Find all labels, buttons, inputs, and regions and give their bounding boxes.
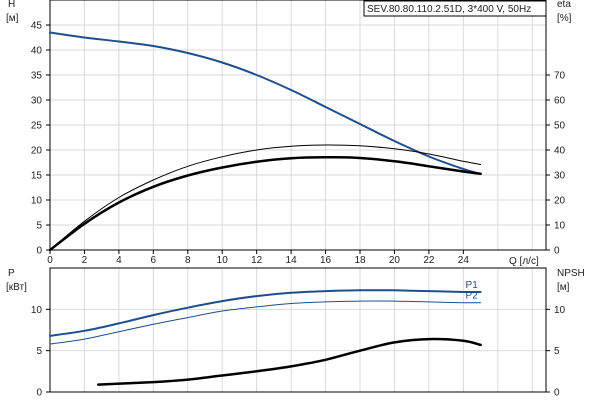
right-tick-label: 50 — [554, 121, 566, 132]
left-tick-label: 10 — [31, 196, 43, 207]
top-series — [48, 31, 482, 252]
left-tick-label: 25 — [31, 121, 43, 132]
series-line — [49, 144, 482, 251]
x-tick-label: 20 — [389, 255, 401, 266]
left-tick-label: 20 — [31, 146, 43, 157]
head-axis-label: H — [8, 0, 15, 10]
series-line — [48, 156, 482, 252]
right-tick-label: 30 — [554, 171, 566, 182]
npsh-axis-unit: [м] — [557, 282, 570, 293]
x-tick-label: 22 — [423, 255, 435, 266]
series-line — [49, 300, 482, 345]
x-tick-label: 16 — [320, 255, 332, 266]
x-tick-label: 12 — [251, 255, 263, 266]
bottom-plot-frame — [49, 267, 547, 393]
x-tick-label: 8 — [185, 255, 191, 266]
top-grid — [49, 0, 546, 251]
power-axis-label: P — [8, 268, 15, 279]
eta-axis-unit: [%] — [557, 13, 572, 24]
series-line — [49, 31, 482, 175]
right-tick-label: 40 — [554, 146, 566, 157]
x-tick-label: 18 — [354, 255, 366, 266]
x-tick-label: 4 — [116, 255, 122, 266]
flow-axis-label: Q [л/с] — [509, 256, 539, 267]
left-tick-label: 40 — [31, 46, 43, 57]
left-tick-label: 30 — [31, 96, 43, 107]
right-tick-label: 0 — [554, 246, 560, 257]
bottom-axes: 0 5 10 0 5 10 — [31, 305, 566, 399]
left-tick-label: 5 — [36, 346, 42, 357]
chart-title-box — [363, 0, 547, 17]
eta-axis-label: eta — [557, 0, 571, 10]
x-tick-label: 2 — [82, 255, 88, 266]
right-tick-label: 70 — [554, 71, 566, 82]
series-line — [49, 289, 482, 337]
left-tick-label: 5 — [36, 221, 42, 232]
left-tick-label: 15 — [31, 171, 43, 182]
left-tick-label: 45 — [31, 21, 43, 32]
chart-title: SEV.80.80.110.2.51D, 3*400 V, 50Hz — [367, 4, 531, 15]
left-tick-label: 0 — [36, 246, 42, 257]
npsh-axis-label: NPSH — [557, 268, 585, 279]
right-tick-label: 0 — [554, 388, 560, 399]
x-tick-label: 24 — [458, 255, 470, 266]
right-tick-label: 5 — [554, 346, 560, 357]
left-tick-label: 10 — [31, 305, 43, 316]
x-tick-label: 14 — [286, 255, 298, 266]
x-tick-label: 0 — [47, 255, 53, 266]
head-axis-unit: [м] — [6, 13, 19, 24]
right-tick-label: 10 — [554, 305, 566, 316]
x-tick-label: 6 — [151, 255, 157, 266]
x-tick-label: 10 — [217, 255, 229, 266]
series-label: P1 — [466, 280, 479, 291]
series-label: P2 — [466, 291, 479, 302]
left-tick-label: 0 — [36, 388, 42, 399]
left-tick-label: 35 — [31, 71, 43, 82]
right-tick-label: 20 — [554, 196, 566, 207]
right-tick-label: 10 — [554, 221, 566, 232]
power-axis-unit: [кВт] — [6, 282, 27, 293]
series-line — [96, 337, 482, 386]
right-tick-label: 60 — [554, 96, 566, 107]
